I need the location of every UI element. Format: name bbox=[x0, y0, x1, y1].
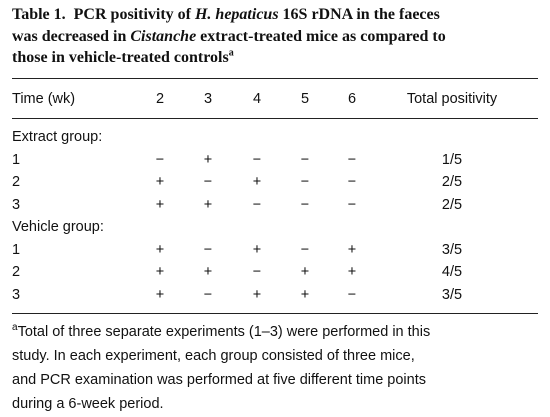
table-cell: − bbox=[300, 196, 310, 213]
group-label: Extract group: bbox=[12, 128, 103, 145]
table-cell: − bbox=[300, 241, 310, 258]
table-cell: + bbox=[203, 196, 213, 213]
footnote-marker: a bbox=[12, 322, 18, 334]
row-label: 3 bbox=[12, 196, 21, 213]
table-cell: + bbox=[252, 173, 262, 190]
row-label: 2 bbox=[12, 263, 21, 280]
table-cell: + bbox=[252, 241, 262, 258]
table-cell: − bbox=[203, 173, 213, 190]
table-cell: − bbox=[203, 286, 213, 303]
table-cell: − bbox=[347, 173, 357, 190]
bottom-rule bbox=[12, 313, 538, 314]
table-cell: + bbox=[203, 263, 213, 280]
top-rule bbox=[12, 78, 538, 79]
table-cell: 2/5 bbox=[441, 173, 463, 190]
title-italic: H. hepaticus bbox=[194, 6, 279, 23]
column-header: Time (wk) bbox=[12, 90, 76, 107]
footnote-line: and PCR examination was performed at fiv… bbox=[12, 372, 426, 388]
footnote-line: Total of three separate experiments (1–3… bbox=[17, 324, 431, 340]
table-cell: + bbox=[155, 263, 165, 280]
title-text: extract-treated mice as compared to bbox=[196, 27, 446, 45]
column-header: Total positivity bbox=[406, 90, 498, 107]
title-text: PCR positivity of bbox=[73, 6, 195, 23]
table-cell: − bbox=[347, 286, 357, 303]
table-cell: − bbox=[300, 173, 310, 190]
footnote-line: during a 6-week period. bbox=[12, 396, 164, 412]
table-cell: + bbox=[155, 241, 165, 258]
table-cell: − bbox=[300, 151, 310, 168]
table-cell: 4/5 bbox=[441, 263, 463, 280]
column-header: 3 bbox=[203, 90, 213, 107]
group-label: Vehicle group: bbox=[12, 218, 104, 235]
table-cell: 2/5 bbox=[441, 196, 463, 213]
table-cell: − bbox=[155, 151, 165, 168]
footnote-marker: a bbox=[228, 47, 234, 59]
table-cell: + bbox=[155, 173, 165, 190]
table-cell: 3/5 bbox=[441, 286, 463, 303]
table-cell: − bbox=[252, 263, 262, 280]
title-italic: Cistanche bbox=[130, 27, 197, 45]
table-cell: − bbox=[252, 196, 262, 213]
table-title: Table 1. PCR positivity of H. hepaticus … bbox=[12, 4, 446, 69]
row-label: 1 bbox=[12, 151, 21, 168]
column-header: 2 bbox=[155, 90, 165, 107]
footnote-line: study. In each experiment, each group co… bbox=[12, 348, 415, 364]
table-cell: + bbox=[155, 286, 165, 303]
title-text: 16S rDNA in the faeces bbox=[278, 6, 440, 23]
table-cell: − bbox=[347, 151, 357, 168]
title-text: those in vehicle-treated controls bbox=[12, 49, 229, 66]
footnote: aTotal of three separate experiments (1–… bbox=[12, 320, 430, 416]
table-cell: − bbox=[347, 196, 357, 213]
table-cell: + bbox=[203, 151, 213, 168]
table-cell: + bbox=[300, 286, 310, 303]
table-cell: 3/5 bbox=[441, 241, 463, 258]
row-label: 1 bbox=[12, 241, 21, 258]
table-cell: + bbox=[252, 286, 262, 303]
title-text: was decreased in bbox=[12, 27, 131, 45]
table-cell: − bbox=[203, 241, 213, 258]
table-cell: 1/5 bbox=[441, 151, 463, 168]
table-cell: + bbox=[347, 241, 357, 258]
row-label: 3 bbox=[12, 286, 21, 303]
table-cell: + bbox=[300, 263, 310, 280]
table-cell: + bbox=[155, 196, 165, 213]
column-header: 5 bbox=[300, 90, 310, 107]
table-cell: + bbox=[347, 263, 357, 280]
table-cell: − bbox=[252, 151, 262, 168]
column-header: 6 bbox=[347, 90, 357, 107]
header-rule bbox=[12, 118, 538, 119]
column-header: 4 bbox=[252, 90, 262, 107]
table-label: Table 1. bbox=[12, 6, 66, 23]
row-label: 2 bbox=[12, 173, 21, 190]
